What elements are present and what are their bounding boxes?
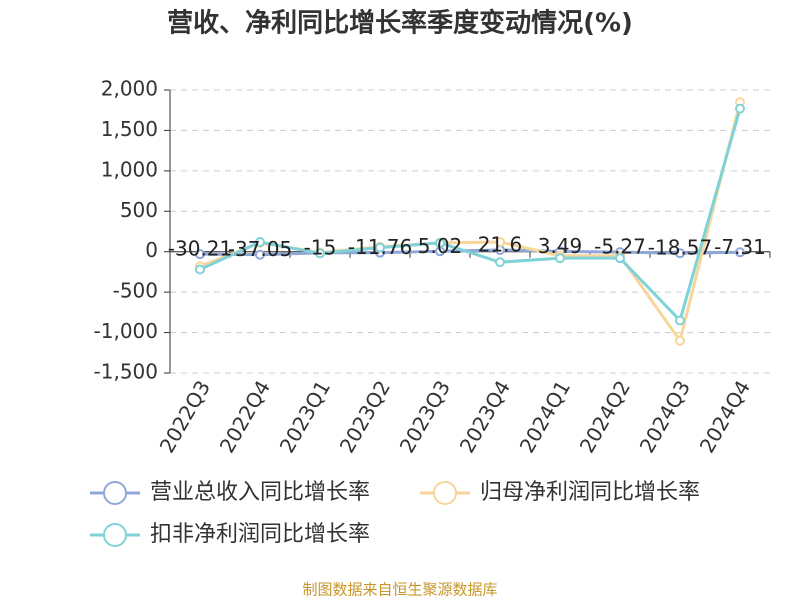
point (255, 249, 265, 260)
data-label: -30.21 (168, 237, 232, 261)
y-tick-label: 0 (145, 238, 158, 262)
point (435, 237, 445, 248)
point (375, 242, 385, 253)
data-label: -11.76 (348, 235, 412, 259)
point (495, 257, 505, 268)
y-tick-label: -1,500 (94, 360, 158, 384)
legend-marker (103, 481, 127, 505)
y-tick-label: 500 (120, 198, 158, 222)
point (495, 237, 505, 248)
x-tick-label: 2024Q3 (635, 376, 695, 457)
point (195, 249, 205, 260)
point (735, 247, 745, 258)
y-tick-label: 1,500 (101, 117, 158, 141)
data-label: 21.6 (478, 232, 523, 256)
legend-label: 扣非净利润同比增长率 (150, 522, 370, 547)
point (615, 253, 625, 264)
point (735, 103, 745, 114)
point (675, 335, 685, 346)
x-tick-label: 2023Q4 (455, 376, 515, 457)
y-tick-label: 2,000 (101, 77, 158, 101)
x-tick-label: 2023Q1 (275, 376, 335, 457)
data-label: 3.49 (538, 234, 583, 258)
y-tick-label: -500 (113, 279, 158, 303)
point (195, 264, 205, 275)
x-tick-label: 2024Q4 (695, 376, 755, 457)
x-tick-label: 2023Q3 (395, 376, 455, 457)
data-label: -15 (304, 235, 337, 259)
data-label: -37.05 (228, 237, 292, 261)
y-tick-label: 1,000 (101, 157, 158, 181)
x-tick-label: 2024Q2 (575, 376, 635, 457)
point (675, 248, 685, 259)
legend-label: 营业总收入同比增长率 (150, 480, 370, 505)
series-line (199, 101, 742, 345)
x-tick-label: 2022Q4 (215, 376, 275, 457)
legend-marker (103, 523, 127, 547)
data-label: -18.57 (648, 236, 712, 260)
legend-marker (433, 481, 457, 505)
point (555, 253, 565, 264)
chart-title: 营收、净利同比增长率季度变动情况(%) (167, 8, 633, 39)
x-tick-label: 2023Q2 (335, 376, 395, 457)
data-label: -5.27 (594, 235, 646, 259)
point (255, 237, 265, 248)
point (675, 315, 685, 326)
data-label: 5.02 (418, 234, 463, 258)
x-tick-label: 2022Q3 (155, 376, 215, 457)
series-line (199, 108, 742, 324)
point (315, 248, 325, 259)
legend-label: 归母净利润同比增长率 (480, 480, 700, 505)
series-line (199, 248, 741, 257)
data-label: -7.31 (714, 235, 766, 259)
x-tick-label: 2024Q1 (515, 376, 575, 457)
source-note: 制图数据来自恒生聚源数据库 (302, 581, 497, 599)
y-tick-label: -1,000 (94, 319, 158, 343)
